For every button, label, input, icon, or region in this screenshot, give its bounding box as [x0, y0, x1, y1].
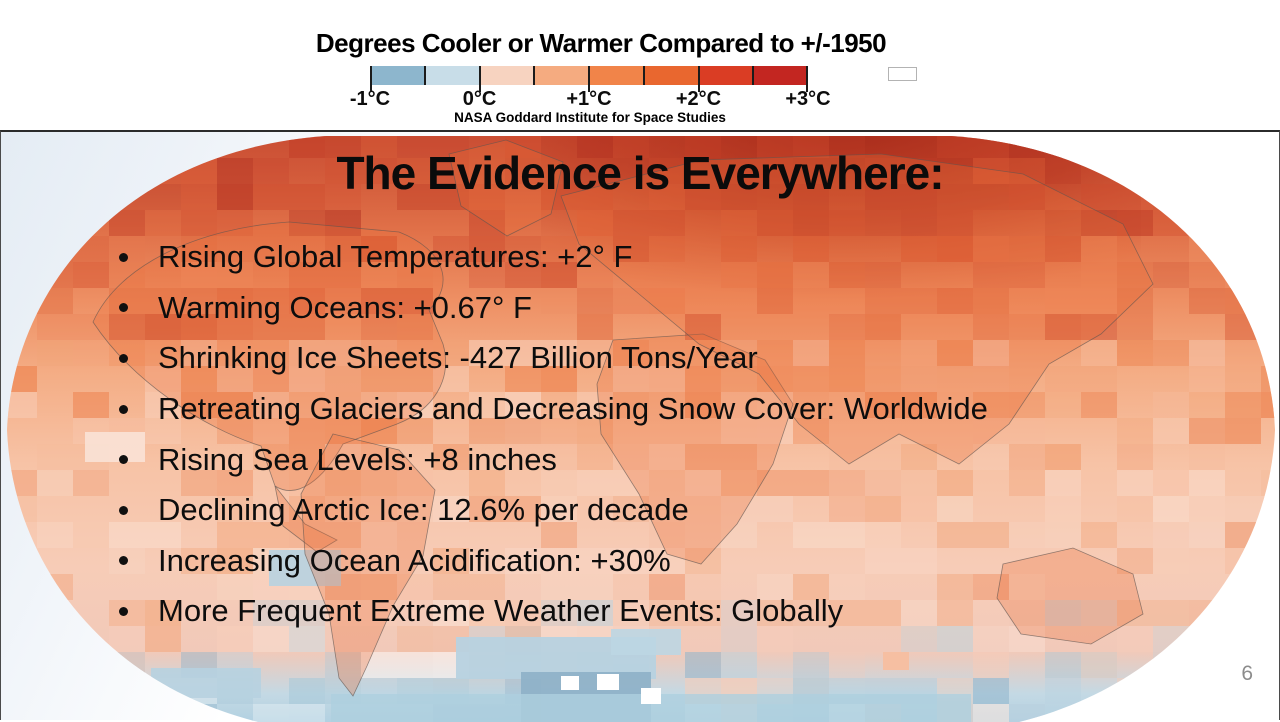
world-temperature-map	[7, 136, 1275, 722]
continent-outlines	[92, 139, 1154, 697]
bullet-dot	[119, 505, 128, 515]
bullet-item: Increasing Ocean Acidification: +30%	[119, 536, 988, 587]
slide-body: The Evidence is Everywhere: Rising Globa…	[0, 130, 1280, 722]
no-data-swatch	[888, 67, 917, 81]
nasa-credit: NASA Goddard Institute for Space Studies	[454, 110, 726, 125]
bullet-dot	[119, 556, 128, 566]
color-scale-segment	[589, 66, 644, 85]
bullet-dot	[119, 303, 128, 313]
temperature-legend: Degrees Cooler or Warmer Compared to +/-…	[0, 0, 1280, 130]
color-scale-segment	[424, 66, 480, 85]
tick-label: 0°C	[462, 88, 497, 110]
bullet-dot	[119, 404, 128, 414]
bullet-text: Retreating Glaciers and Decreasing Snow …	[158, 391, 988, 427]
bullet-dot	[119, 455, 128, 465]
color-scale-segment	[643, 66, 699, 85]
slide-title: The Evidence is Everywhere:	[336, 147, 944, 199]
page-number: 6	[1241, 662, 1253, 685]
bullet-text: Rising Global Temperatures: +2° F	[158, 239, 633, 275]
color-scale-segment	[698, 66, 754, 85]
scale-tick	[588, 66, 590, 92]
legend-title: Degrees Cooler or Warmer Compared to +/-…	[315, 28, 887, 58]
bullet-dot	[119, 252, 128, 262]
tick-label: -1°C	[349, 88, 391, 110]
bullet-text: Declining Arctic Ice: 12.6% per decade	[158, 492, 689, 528]
color-scale-segment	[479, 66, 535, 85]
bullet-dot	[119, 606, 128, 616]
bullet-text: More Frequent Extreme Weather Events: Gl…	[158, 593, 844, 629]
tick-label: +1°C	[566, 88, 612, 110]
bullet-text: Shrinking Ice Sheets: -427 Billion Tons/…	[158, 340, 758, 376]
scale-tick	[478, 66, 481, 92]
bullet-text: Rising Sea Levels: +8 inches	[158, 441, 557, 477]
scale-tick	[806, 66, 808, 92]
bullet-item: Rising Global Temperatures: +2° F	[119, 232, 988, 283]
bullet-item: Warming Oceans: +0.67° F	[119, 283, 988, 334]
map-anomaly-patches	[85, 432, 971, 722]
scale-tick	[370, 66, 372, 92]
bullet-item: More Frequent Extreme Weather Events: Gl…	[119, 586, 988, 637]
africa-outline	[596, 333, 794, 565]
bullet-item: Rising Sea Levels: +8 inches	[119, 434, 988, 485]
color-scale-bar	[370, 66, 808, 92]
scale-tick	[533, 66, 536, 85]
central-america-outline	[274, 485, 338, 553]
bullet-dot	[119, 353, 128, 363]
tick-label: +3°C	[785, 88, 831, 110]
eurasia-outline	[560, 153, 1154, 465]
color-scale-segment	[534, 66, 589, 85]
color-scale-segment	[753, 66, 808, 85]
color-scale-segment	[370, 66, 425, 85]
scale-tick	[642, 66, 645, 85]
bullet-item: Retreating Glaciers and Decreasing Snow …	[119, 384, 988, 435]
bullet-text: Warming Oceans: +0.67° F	[158, 289, 532, 325]
bullet-item: Shrinking Ice Sheets: -427 Billion Tons/…	[119, 333, 988, 384]
bullet-text: Increasing Ocean Acidification: +30%	[158, 542, 671, 578]
scale-tick	[697, 66, 700, 92]
scale-tick	[423, 66, 426, 85]
bullet-list: Rising Global Temperatures: +2° F Warmin…	[119, 232, 988, 637]
australia-outline	[996, 547, 1144, 645]
south-america-outline	[300, 433, 436, 697]
bullet-item: Declining Arctic Ice: 12.6% per decade	[119, 485, 988, 536]
tick-label: +2°C	[675, 88, 722, 110]
scale-tick	[752, 66, 755, 85]
greenland-outline	[448, 139, 564, 237]
north-america-outline	[92, 221, 446, 491]
